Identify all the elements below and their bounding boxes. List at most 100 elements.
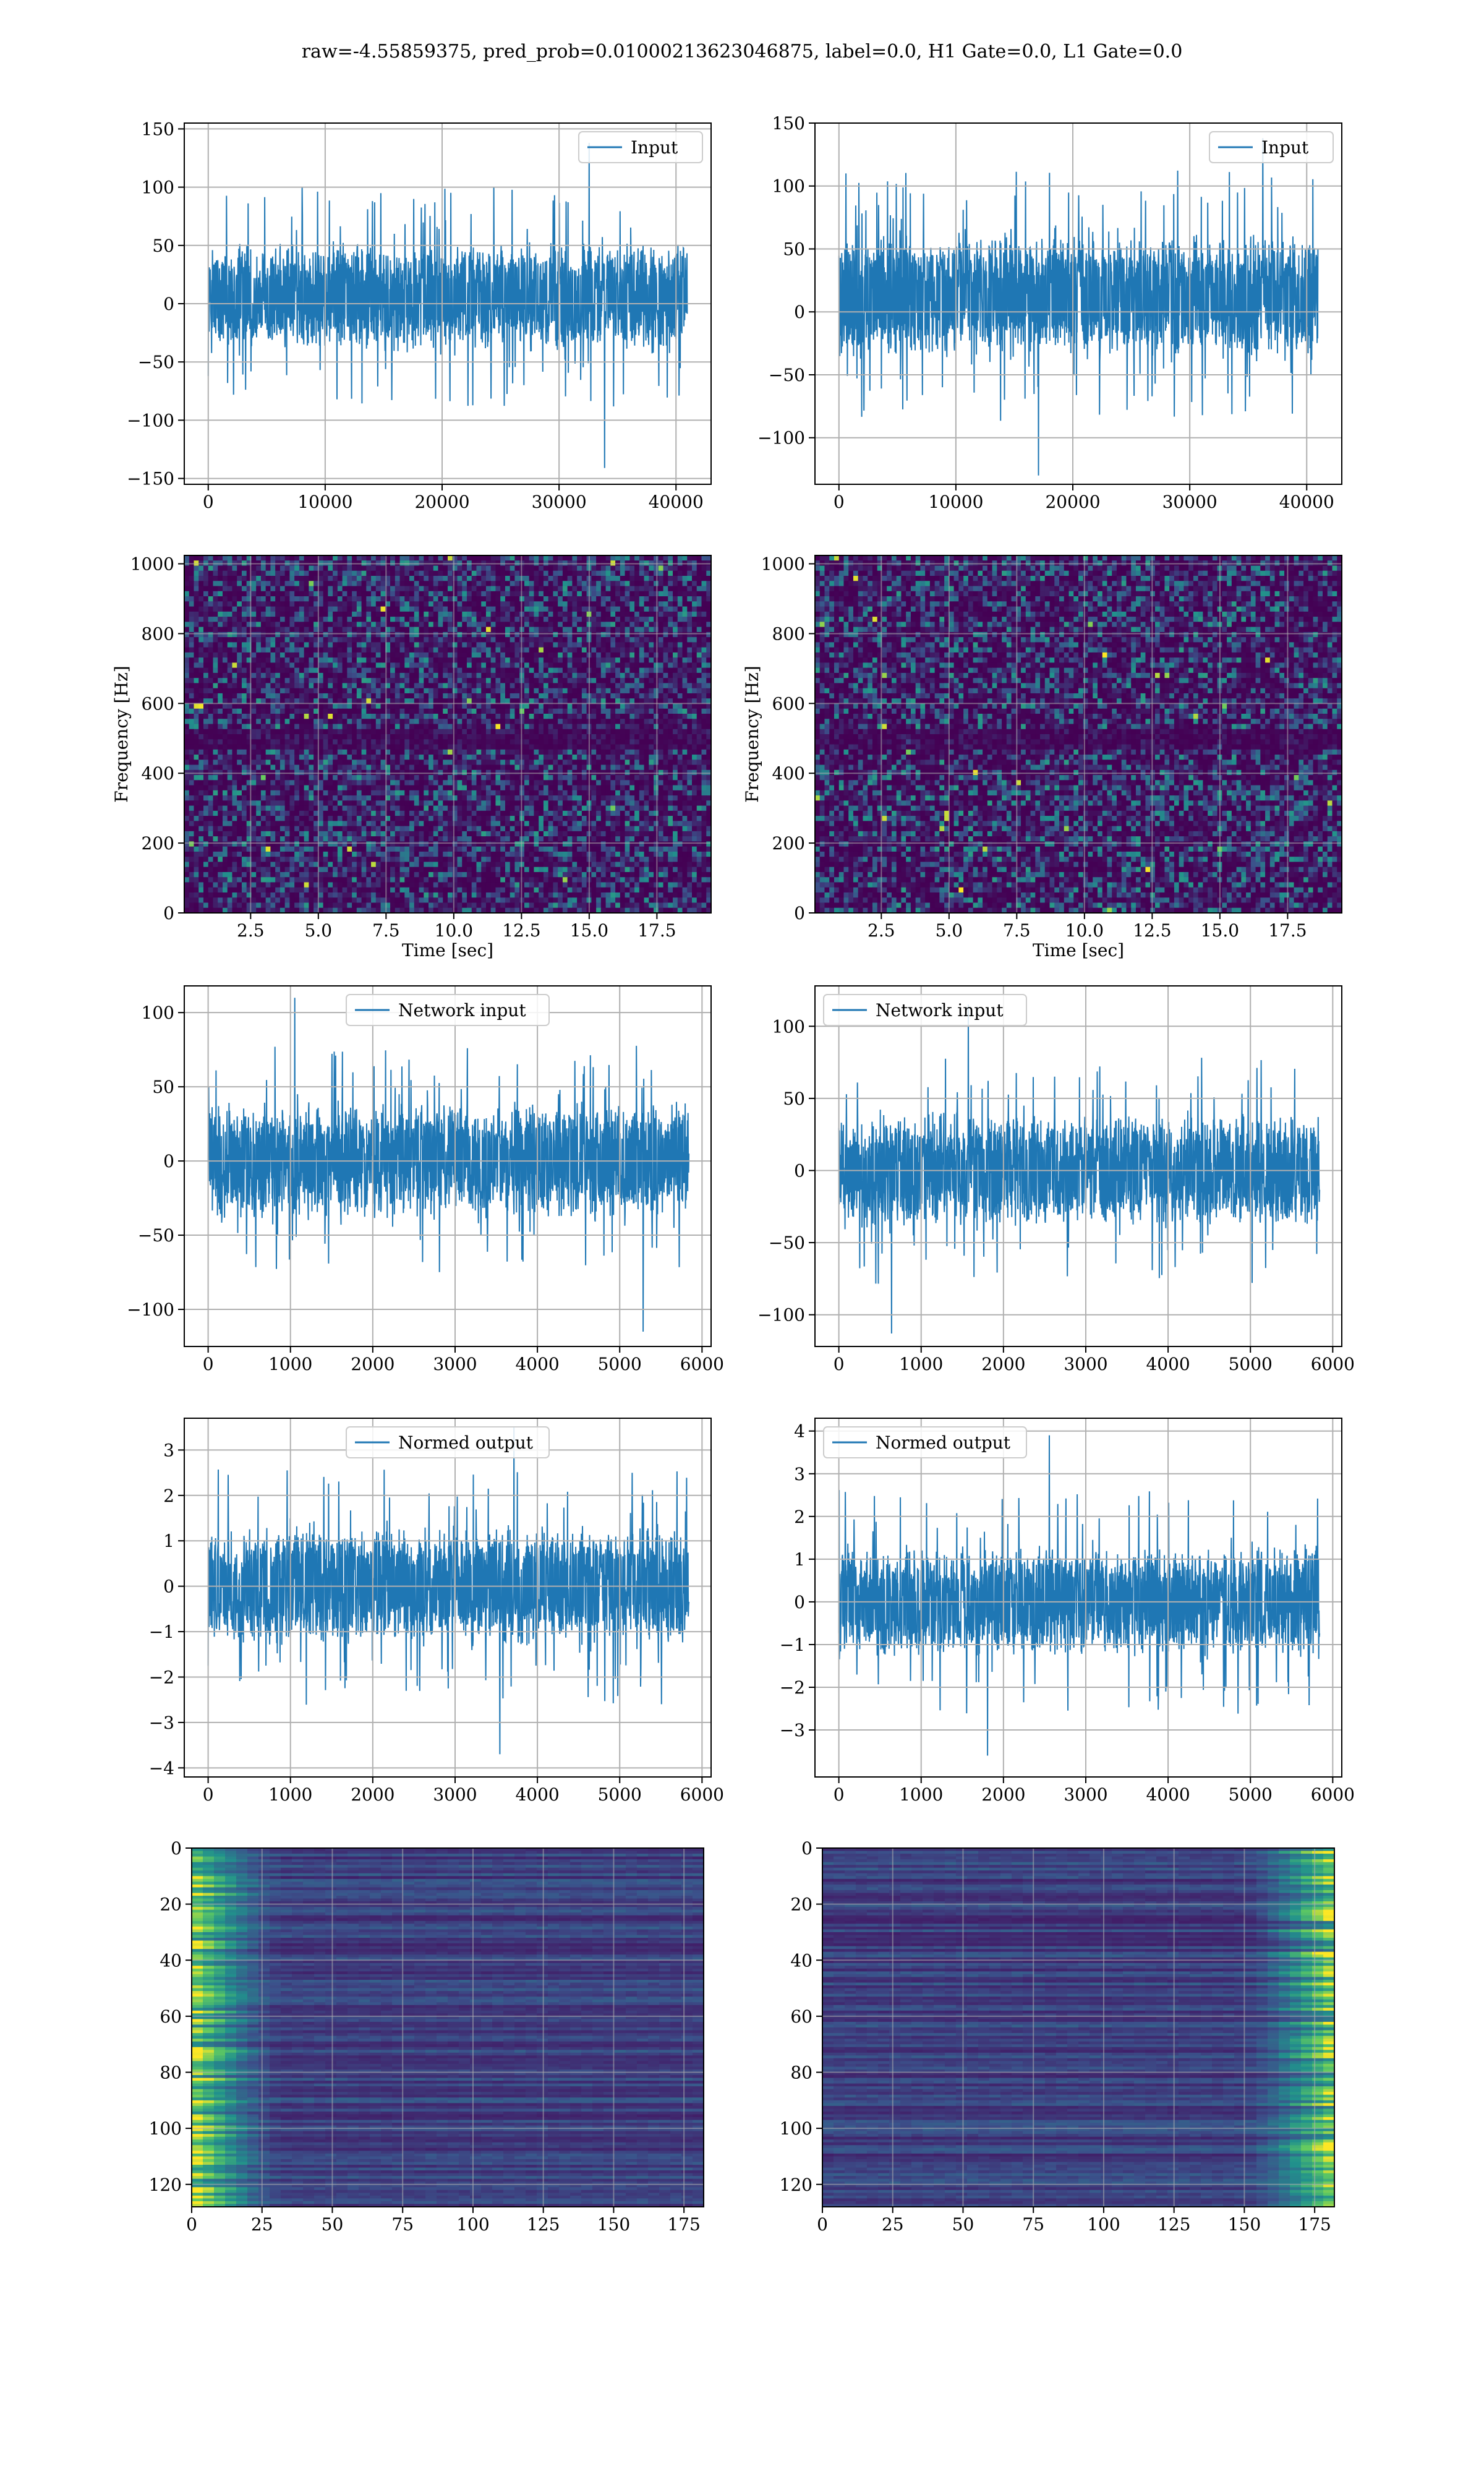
h1-spectrogram-cell xyxy=(654,586,659,592)
h1-spectrogram-cell xyxy=(654,724,659,730)
h1-spectrogram-cell xyxy=(539,555,544,561)
h1-spectrogram-cell xyxy=(371,591,377,597)
h1-spectrogram-cell xyxy=(232,672,237,678)
h1-spectrogram-cell xyxy=(466,749,472,755)
h1-spectrogram-cell xyxy=(294,672,300,678)
h1-spectrogram-cell xyxy=(471,744,477,750)
h1-spectrogram-cell xyxy=(457,729,463,735)
h1-spectrogram-cell xyxy=(539,637,544,643)
h1-spectrogram-cell xyxy=(337,570,343,576)
h1-spectrogram-cell xyxy=(649,555,654,561)
h1-spectrogram-cell xyxy=(658,586,664,592)
h1-spectrogram-cell xyxy=(304,662,309,669)
h1-spectrogram-cell xyxy=(629,617,635,622)
h1-spectrogram-cell xyxy=(433,760,439,766)
h1-spectrogram-cell xyxy=(572,708,578,714)
h1-spectrogram-cell xyxy=(279,775,286,781)
h1-spectrogram-cell xyxy=(289,662,295,669)
h1-input-legend-label: Input xyxy=(631,137,678,158)
h1-spectrogram-cell xyxy=(318,555,324,561)
h1-spectrogram-cell xyxy=(644,683,649,689)
h1-spectrogram-cell xyxy=(304,780,309,786)
h1-spectrogram-cell xyxy=(558,647,563,653)
h1-spectrogram-cell xyxy=(366,601,372,607)
h1-spectrogram-cell xyxy=(342,749,348,755)
h1-spectrogram-cell xyxy=(620,703,626,709)
h1-spectrogram-cell xyxy=(284,622,290,628)
h1-spectrogram-cell xyxy=(438,657,443,663)
h1-spectrogram-cell xyxy=(333,637,338,643)
h1-spectrogram-cell xyxy=(471,698,477,704)
h1-spectrogram-cell xyxy=(414,678,420,684)
h1-spectrogram-cell xyxy=(270,713,276,719)
h1-spectrogram-cell xyxy=(706,617,711,622)
h1-spectrogram-cell xyxy=(424,672,429,678)
h1-spectrogram-cell xyxy=(208,724,214,730)
h1-spectrogram-cell xyxy=(275,678,281,684)
h1-spectrogram-cell xyxy=(414,606,420,612)
h1-spectrogram-cell xyxy=(529,631,535,638)
h1-spectrogram-cell xyxy=(443,617,448,622)
h1-spectrogram-cell xyxy=(260,755,267,760)
h1-spectrogram-cell xyxy=(380,724,386,730)
h1-spectrogram-cell xyxy=(375,657,382,663)
h1-spectrogram-cell xyxy=(241,570,247,576)
h1-spectrogram-cell xyxy=(553,647,558,653)
h1-spectrogram-cell xyxy=(524,617,530,622)
h1-spectrogram-cell xyxy=(289,657,295,663)
h1-spectrogram-cell xyxy=(701,719,707,725)
h1-spectrogram-cell xyxy=(577,570,582,576)
h1-spectrogram-cell xyxy=(658,642,664,648)
h1-spectrogram-cell xyxy=(371,631,377,638)
h1-spectrogram-cell xyxy=(333,683,338,689)
h1-spectrogram-cell xyxy=(275,611,281,617)
h1-spectrogram-cell xyxy=(246,611,252,617)
h1-spectrogram-cell xyxy=(677,683,683,689)
h1-spectrogram-cell xyxy=(342,667,348,674)
h1-spectrogram-cell xyxy=(524,652,530,658)
h1-spectrogram-cell xyxy=(347,565,352,571)
h1-spectrogram-cell xyxy=(529,698,535,704)
h1-spectrogram-cell xyxy=(682,662,688,669)
h1-spectrogram-cell xyxy=(505,729,511,735)
h1-spectrogram-cell xyxy=(394,713,401,719)
h1-spectrogram-cell xyxy=(184,775,190,781)
h1-spectrogram-cell xyxy=(371,637,377,643)
h1-spectrogram-cell xyxy=(366,780,372,786)
h1-spectrogram-cell xyxy=(605,555,611,561)
h1-spectrogram-cell xyxy=(371,596,377,602)
h1-spectrogram-cell xyxy=(658,739,664,745)
h1-spectrogram-cell xyxy=(318,647,324,653)
h1-spectrogram-cell xyxy=(375,688,382,694)
h1-spectrogram-cell xyxy=(706,739,711,745)
h1-spectrogram-cell xyxy=(189,755,195,760)
h1-spectrogram-cell xyxy=(419,683,424,689)
h1-spectrogram-cell xyxy=(600,678,607,684)
h1-spectrogram-cell xyxy=(189,576,195,581)
h1-spectrogram-cell xyxy=(462,683,467,689)
h1-spectrogram-cell xyxy=(270,760,276,766)
h1-spectrogram-cell xyxy=(620,627,626,633)
h1-spectrogram-cell xyxy=(495,760,501,766)
h1-spectrogram-cell xyxy=(289,596,295,602)
h1-spectrogram-cell xyxy=(510,637,516,643)
h1-spectrogram-cell xyxy=(701,596,707,602)
h1-spectrogram-cell xyxy=(385,780,391,786)
h1-spectrogram-cell xyxy=(284,591,290,597)
h1-spectrogram-cell xyxy=(529,555,535,561)
h1-spectrogram-cell xyxy=(696,775,702,781)
h1-spectrogram-cell xyxy=(424,591,429,597)
h1-spectrogram-cell xyxy=(438,775,443,781)
h1-spectrogram-cell xyxy=(356,755,362,760)
h1-spectrogram-cell xyxy=(390,729,396,735)
h1-spectrogram-cell xyxy=(265,576,271,581)
h1-spectrogram-cell xyxy=(246,744,252,750)
h1-spectrogram-cell xyxy=(514,755,520,760)
h1-spectrogram-cell xyxy=(462,627,467,633)
h1-spectrogram-cell xyxy=(198,693,204,699)
h1-spectrogram-cell xyxy=(265,744,271,750)
h1-spectrogram-cell xyxy=(375,601,382,607)
h1-spectrogram-cell xyxy=(399,611,405,617)
h1-spectrogram-cell xyxy=(692,683,697,689)
h1-spectrogram-cell xyxy=(194,703,199,709)
